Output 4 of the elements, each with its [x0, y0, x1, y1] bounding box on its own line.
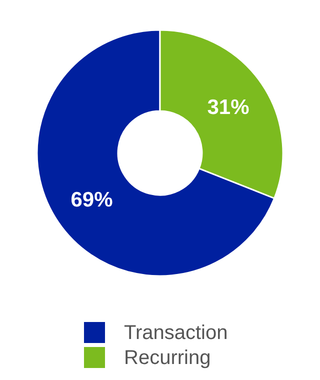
- data-label: 31%: [207, 96, 250, 119]
- data-label: 69%: [70, 188, 114, 212]
- legend-label: Transaction: [124, 322, 228, 344]
- legend-label: Recurring: [124, 347, 211, 369]
